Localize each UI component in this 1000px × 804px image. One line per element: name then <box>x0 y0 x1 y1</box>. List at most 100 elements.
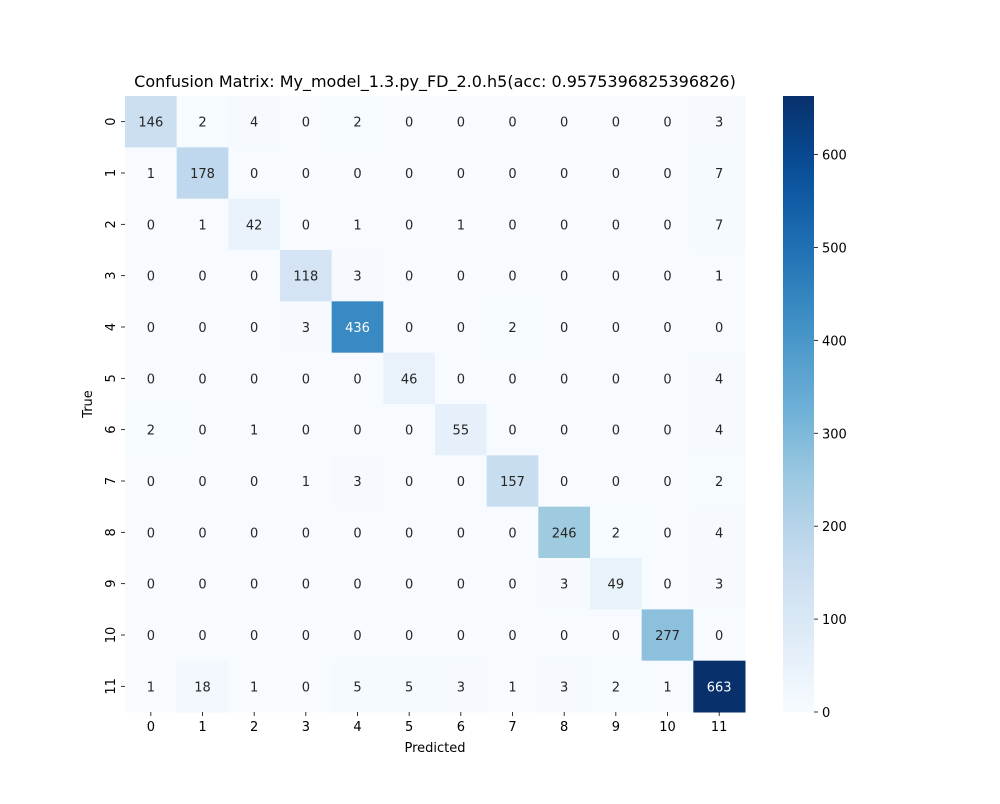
heatmap-cell-6-7 <box>486 404 539 456</box>
cell-value-1-11: 7 <box>715 167 723 182</box>
heatmap-cell-5-7 <box>486 352 539 405</box>
cell-value-11-4: 5 <box>353 680 361 695</box>
heatmap-cell-9-10 <box>641 558 694 610</box>
cell-value-9-10: 0 <box>663 578 671 593</box>
heatmap-cell-3-8 <box>538 250 591 302</box>
cell-value-2-6: 1 <box>457 218 465 233</box>
cell-value-0-1: 2 <box>198 116 206 131</box>
cell-value-5-6: 0 <box>457 372 465 387</box>
cell-value-7-3: 1 <box>302 475 310 490</box>
cell-value-9-7: 0 <box>508 578 516 593</box>
heatmap-cell-1-0 <box>125 147 178 200</box>
heatmap-cell-8-1 <box>176 506 229 559</box>
heatmap-cell-10-2 <box>228 609 281 662</box>
cell-value-11-2: 1 <box>250 680 258 695</box>
cell-value-6-11: 4 <box>715 424 723 439</box>
heatmap-cell-5-9 <box>590 352 643 405</box>
cell-value-4-1: 0 <box>198 321 206 336</box>
heatmap-cell-3-7 <box>486 250 539 302</box>
heatmap-cell-2-6 <box>435 198 488 251</box>
heatmap-cell-3-9 <box>590 250 643 302</box>
heatmap-cell-7-8 <box>538 455 591 508</box>
heatmap-cell-3-5 <box>383 250 436 302</box>
heatmap-cell-11-3 <box>280 660 333 713</box>
heatmap-cell-10-3 <box>280 609 333 662</box>
cell-value-0-10: 0 <box>663 116 671 131</box>
heatmap-cell-0-10 <box>641 96 694 148</box>
x-tick-label: 4 <box>353 720 361 735</box>
cell-value-2-3: 0 <box>302 218 310 233</box>
y-tick-label: 3 <box>104 272 119 280</box>
cell-value-6-8: 0 <box>560 424 568 439</box>
cell-value-10-9: 0 <box>612 629 620 644</box>
heatmap-cell-11-6 <box>435 660 488 713</box>
heatmap-cell-10-9 <box>590 609 643 662</box>
cell-value-6-0: 2 <box>147 424 155 439</box>
heatmap-cell-1-8 <box>538 147 591 200</box>
cell-value-1-6: 0 <box>457 167 465 182</box>
heatmap-cell-8-8 <box>538 506 591 559</box>
heatmap-cell-5-5 <box>383 352 436 405</box>
cell-value-11-3: 0 <box>302 680 310 695</box>
x-axis: 0 1 2 3 4 5 6 7 8 9 10 11 <box>147 712 727 735</box>
cell-value-11-5: 5 <box>405 680 413 695</box>
cell-value-4-4: 436 <box>345 321 370 336</box>
cell-value-2-10: 0 <box>663 218 671 233</box>
heatmap-cell-5-11 <box>693 352 746 405</box>
heatmap-cell-7-7 <box>486 455 539 508</box>
heatmap-cell-6-8 <box>538 404 591 456</box>
y-tick-label: 8 <box>104 528 119 536</box>
cell-value-7-9: 0 <box>612 475 620 490</box>
y-tick-label: 7 <box>104 477 119 485</box>
cell-value-2-2: 42 <box>246 218 263 233</box>
y-tick-label: 0 <box>104 118 119 126</box>
y-tick-label: 5 <box>104 374 119 382</box>
colorbar-tick-label: 100 <box>822 613 847 628</box>
heatmap-cell-3-1 <box>176 250 229 302</box>
cell-value-4-9: 0 <box>612 321 620 336</box>
heatmap-cell-10-1 <box>176 609 229 662</box>
heatmap-cell-7-2 <box>228 455 281 508</box>
cell-value-0-3: 0 <box>302 116 310 131</box>
heatmap-cell-7-0 <box>125 455 178 508</box>
x-tick-label: 9 <box>612 720 620 735</box>
heatmap-cell-5-1 <box>176 352 229 405</box>
heatmap-cell-1-1 <box>176 147 229 200</box>
cell-value-11-0: 1 <box>147 680 155 695</box>
cell-value-0-2: 4 <box>250 116 258 131</box>
colorbar: 0 100 200 300 400 500 600 <box>783 96 847 721</box>
heatmap-cell-0-1 <box>176 96 229 148</box>
cell-value-10-3: 0 <box>302 629 310 644</box>
heatmap-cell-2-5 <box>383 198 436 251</box>
cell-value-4-8: 0 <box>560 321 568 336</box>
heatmap-cell-11-5 <box>383 660 436 713</box>
cell-value-0-11: 3 <box>715 116 723 131</box>
cell-value-8-4: 0 <box>353 526 361 541</box>
heatmap-cell-11-2 <box>228 660 281 713</box>
heatmap-cell-6-4 <box>331 404 384 456</box>
cell-value-9-11: 3 <box>715 578 723 593</box>
heatmap-cell-7-6 <box>435 455 488 508</box>
heatmap-cell-8-7 <box>486 506 539 559</box>
cell-value-10-5: 0 <box>405 629 413 644</box>
cell-value-3-5: 0 <box>405 270 413 285</box>
x-axis-label: Predicted <box>404 741 465 756</box>
cell-value-2-8: 0 <box>560 218 568 233</box>
heatmap-cell-2-3 <box>280 198 333 251</box>
cell-value-10-1: 0 <box>198 629 206 644</box>
heatmap-cell-10-10 <box>641 609 694 662</box>
heatmap-cell-7-9 <box>590 455 643 508</box>
cell-value-7-4: 3 <box>353 475 361 490</box>
cell-value-9-1: 0 <box>198 578 206 593</box>
cell-value-5-5: 46 <box>401 372 418 387</box>
heatmap-cell-0-2 <box>228 96 281 148</box>
heatmap-cell-0-0 <box>125 96 178 148</box>
heatmap-cell-3-4 <box>331 250 384 302</box>
heatmap-cell-9-4 <box>331 558 384 610</box>
heatmap-cell-9-1 <box>176 558 229 610</box>
heatmap-cell-1-4 <box>331 147 384 200</box>
cell-value-3-3: 118 <box>293 270 318 285</box>
cell-value-3-10: 0 <box>663 270 671 285</box>
cell-value-11-1: 18 <box>194 680 211 695</box>
